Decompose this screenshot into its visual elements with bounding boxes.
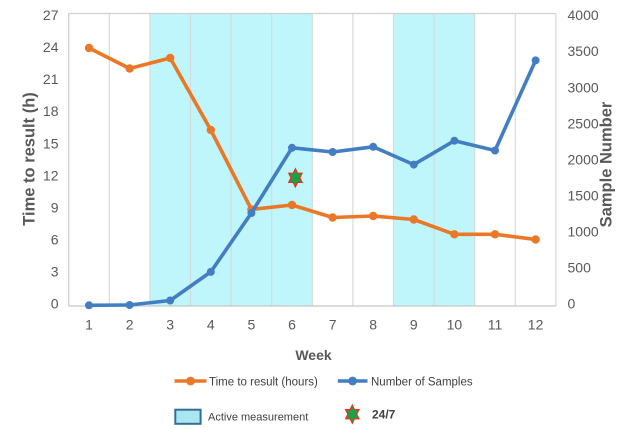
svg-text:2500: 2500	[568, 115, 599, 131]
svg-text:Sample Number: Sample Number	[598, 101, 616, 227]
svg-text:4000: 4000	[568, 7, 599, 23]
svg-text:Week: Week	[295, 347, 332, 363]
svg-text:18: 18	[43, 103, 59, 119]
svg-text:4: 4	[207, 317, 215, 333]
svg-text:24/7: 24/7	[372, 408, 396, 422]
svg-text:5: 5	[248, 317, 256, 333]
svg-text:12: 12	[43, 167, 59, 183]
svg-text:10: 10	[447, 317, 463, 333]
svg-text:1: 1	[85, 317, 93, 333]
svg-text:0: 0	[568, 295, 576, 311]
svg-text:0: 0	[51, 295, 59, 311]
svg-text:Time to result (hours): Time to result (hours)	[209, 377, 318, 389]
svg-text:8: 8	[369, 317, 377, 333]
svg-text:3: 3	[51, 263, 59, 279]
svg-text:Active measurement: Active measurement	[208, 412, 308, 424]
svg-text:6: 6	[288, 317, 296, 333]
svg-text:3: 3	[166, 317, 174, 333]
svg-text:15: 15	[43, 135, 59, 151]
svg-text:11: 11	[488, 317, 503, 333]
svg-text:3000: 3000	[568, 79, 599, 95]
svg-text:27: 27	[43, 7, 59, 23]
svg-text:12: 12	[528, 317, 544, 333]
svg-text:7: 7	[329, 317, 337, 333]
svg-text:Number of Samples: Number of Samples	[371, 377, 473, 389]
svg-text:1000: 1000	[568, 223, 599, 239]
svg-text:Time to result (h): Time to result (h)	[21, 92, 39, 226]
svg-text:21: 21	[43, 71, 59, 87]
svg-text:500: 500	[568, 259, 592, 275]
svg-text:9: 9	[410, 317, 418, 333]
svg-text:9: 9	[51, 199, 59, 215]
svg-text:2000: 2000	[568, 151, 599, 167]
svg-text:2: 2	[126, 317, 134, 333]
svg-text:24: 24	[43, 39, 59, 55]
svg-text:1500: 1500	[568, 187, 599, 203]
svg-text:3500: 3500	[568, 43, 599, 59]
svg-text:6: 6	[51, 231, 59, 247]
